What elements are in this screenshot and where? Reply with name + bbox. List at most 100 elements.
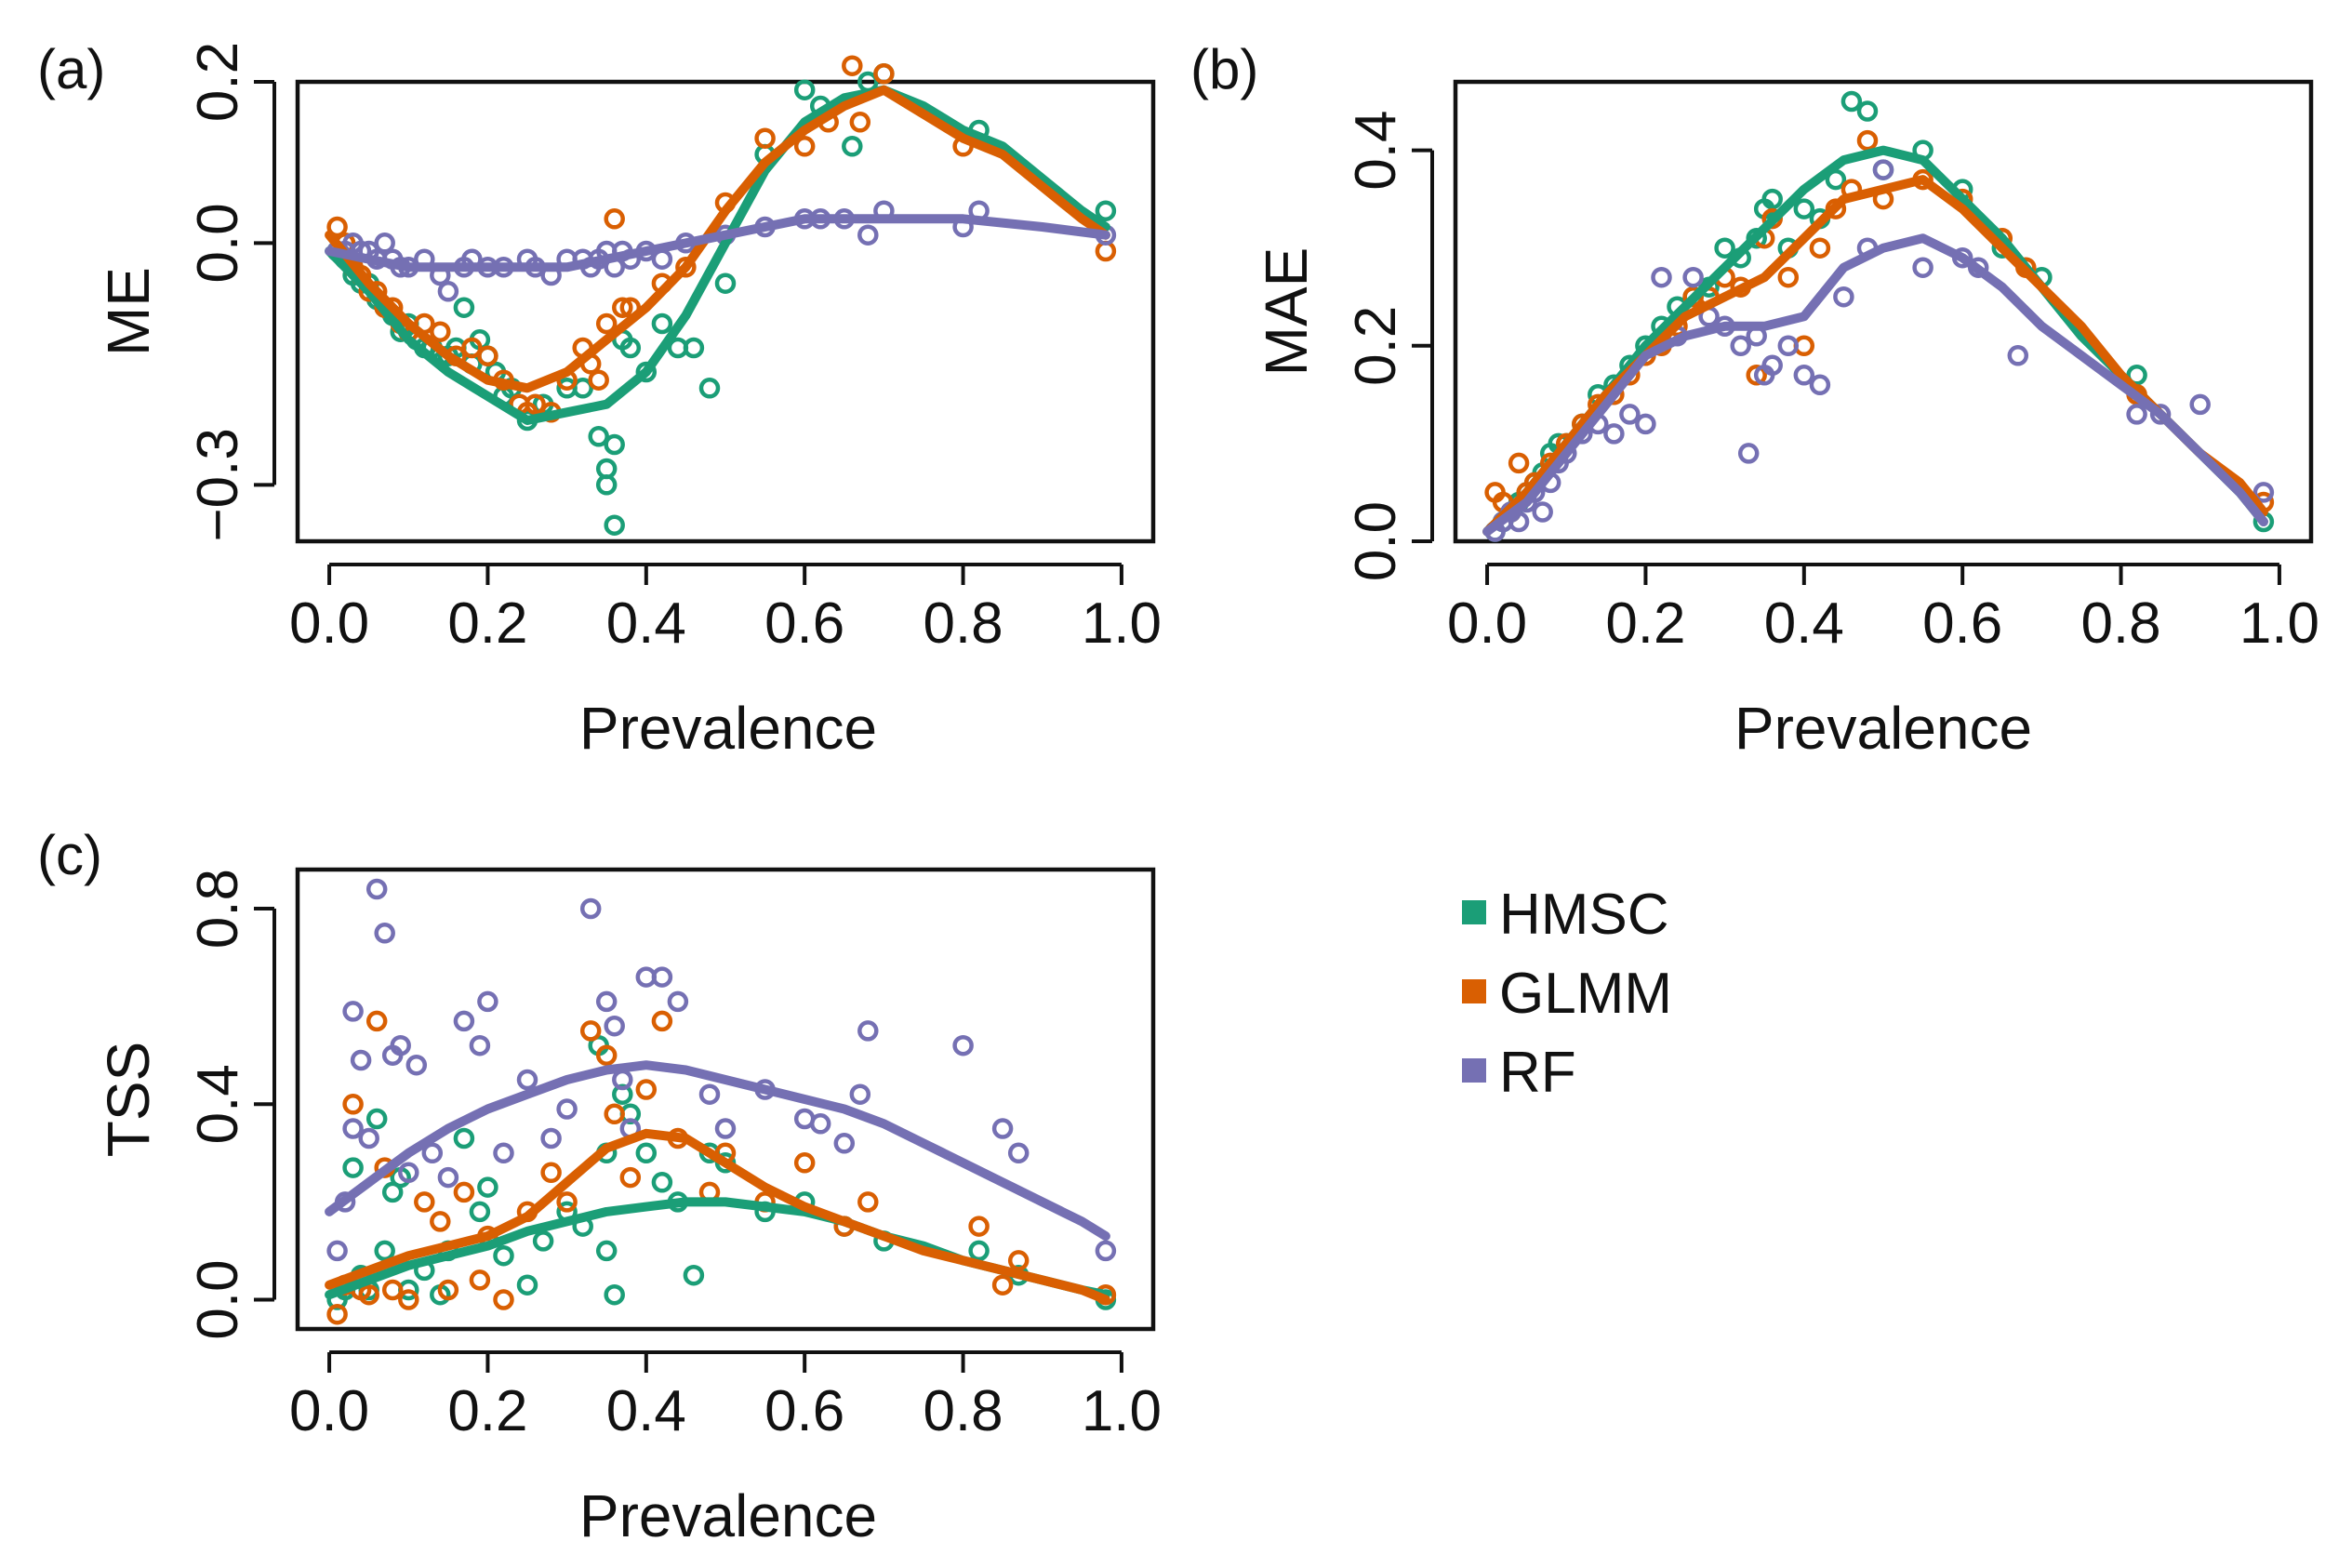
panel-b-rf-point: [1833, 286, 1854, 308]
panel-c-hmsc-point: [612, 1083, 633, 1105]
panel-a-glmm-point: [754, 127, 776, 149]
legend-item-glmm: GLMM: [1462, 962, 1672, 1026]
panel-b-hmsc-point: [1793, 198, 1815, 219]
panel-b-y-title: MAE: [1253, 247, 1320, 377]
legend: HMSC GLMM RF: [1462, 883, 1672, 1105]
panel-c-rf-point: [374, 923, 395, 944]
panel-b-glmm-point: [1746, 365, 1767, 386]
panel-c-glmm-point: [453, 1181, 475, 1203]
panel-c-glmm-point: [430, 1211, 451, 1232]
panel-a-glmm-trend-line: [325, 85, 1110, 393]
panel-a-glmm-point: [604, 208, 625, 230]
panel-a-hmsc-point: [793, 79, 816, 100]
legend-item-hmsc: HMSC: [1462, 883, 1669, 947]
panel-c-rf-point: [595, 990, 618, 1013]
panel-b-y-tick-label: 0.0: [1344, 501, 1408, 581]
panel-a-rf-point: [857, 224, 879, 246]
panel-b-x-title: Prevalence: [1734, 695, 2032, 762]
panel-a-x-tick-label: 0.8: [923, 591, 1003, 656]
panel-c-y-tick-label: 0.8: [186, 869, 250, 949]
panel-b-rf-point: [1651, 266, 1672, 288]
panel-a-y-title: ME: [95, 267, 162, 356]
panel-c-axes: 0.0 0.2 0.4 0.6 0.8 1.0 0.0 0.4 0.8: [186, 869, 1162, 1443]
panel-b-x-tick-label: 0.0: [1447, 591, 1527, 656]
panel-b-glmm-point: [1809, 237, 1831, 259]
panel-c-glmm-point: [793, 1152, 816, 1174]
panel-a-glmm-point: [612, 297, 633, 318]
panel-b-x-tick-label: 0.2: [1605, 591, 1685, 656]
panel-c-label: (c): [37, 824, 102, 886]
panel-a-hmsc-point: [572, 378, 593, 399]
panel-c-glmm-point: [635, 1079, 658, 1100]
legend-item-rf: RF: [1462, 1041, 1576, 1105]
panel-c-glmm-point: [469, 1269, 491, 1291]
panel-c-hmsc-point: [374, 1240, 395, 1262]
panel-c-rf-point: [453, 1010, 475, 1032]
panel-c-glmm-point: [326, 1303, 348, 1325]
panel-c-hmsc-point: [595, 1240, 618, 1262]
panel-b-frame: [1453, 79, 2314, 544]
panel-c-marks: [325, 878, 1117, 1325]
panel-b-rf-point: [2149, 404, 2172, 425]
panel-c-rf-point: [579, 897, 602, 920]
panel-c-glmm-point: [651, 1010, 673, 1032]
panel-a-y-tick-label: 0.0: [186, 203, 250, 283]
panel-c-rf-point: [421, 1142, 444, 1164]
panel-b-rf-point: [1619, 404, 1641, 425]
panel-c-rf-point: [469, 1034, 491, 1056]
panel-a-hmsc-point: [588, 426, 609, 447]
panel-a-x-tick-label: 0.2: [447, 591, 527, 656]
panel-b-rf-point: [2252, 482, 2275, 503]
panel-c-rf-point: [540, 1127, 562, 1149]
panel-c-rf-point: [809, 1113, 831, 1135]
panel-c-rf-point: [857, 1020, 879, 1042]
panel-c-rf-point: [342, 1001, 364, 1022]
panel-c-hmsc-point: [651, 1172, 673, 1193]
panel-a-hmsc-point: [683, 337, 705, 359]
panel-c-hmsc-point: [469, 1201, 491, 1223]
panel-a-hmsc-point: [651, 312, 673, 335]
panel-c-glmm-point: [604, 1103, 625, 1125]
panel-a-glmm-point: [477, 345, 498, 366]
panel-c-rf-point: [477, 990, 498, 1013]
panel-c-glmm-point: [595, 1044, 618, 1066]
panel-c-hmsc-point: [635, 1142, 658, 1164]
panel-a-hmsc-point: [635, 361, 658, 383]
panel-c-rf-point: [667, 990, 689, 1013]
panel-b-hmsc-point: [2126, 365, 2147, 386]
panel-c-hmsc-point: [453, 1127, 475, 1149]
legend-swatch-hmsc: [1462, 900, 1486, 924]
panel-c-rf-point: [698, 1083, 721, 1105]
panel-b-hmsc-point: [1856, 100, 1879, 122]
panel-a-hmsc-point: [842, 136, 863, 157]
panel-a-glmm-point: [461, 337, 483, 359]
panel-a-rf-point: [374, 233, 395, 254]
panel-c-hmsc-point: [968, 1240, 990, 1262]
panel-c-x-tick-label: 0.0: [289, 1379, 369, 1443]
panel-c-rf-point: [405, 1054, 428, 1076]
legend-swatch-rf: [1462, 1058, 1486, 1083]
panel-c-y-tick-label: 0.0: [186, 1259, 250, 1339]
panel-a-glmm-point: [842, 55, 863, 76]
panel-c-hmsc-point: [604, 1283, 625, 1306]
panel-c-glmm-point: [342, 1094, 364, 1115]
panel-c-glmm-point: [358, 1283, 379, 1306]
panel-c-glmm-point: [540, 1162, 562, 1184]
panel-b-rf-point: [1682, 266, 1704, 288]
panel-b-hmsc-trend-line: [1482, 145, 2268, 537]
panel-b-y-tick-label: 0.4: [1344, 110, 1408, 190]
panel-a-hmsc-trend-line: [325, 85, 1110, 425]
panel-a-hmsc-point: [604, 514, 625, 536]
panel-c-glmm-point: [414, 1191, 435, 1213]
panel-b-marks: [1482, 90, 2275, 542]
panel-a-glmm-point: [675, 257, 697, 278]
panel-c-glmm-point: [619, 1166, 642, 1189]
panel-c-hmsc-point: [365, 1108, 388, 1130]
panel-a-glmm-point: [595, 312, 618, 335]
panel-a-glmm-point: [525, 393, 546, 415]
panel-b-rf-point: [1872, 159, 1894, 180]
panel-c-y-tick-label: 0.4: [186, 1064, 250, 1144]
panel-a-glmm-point: [588, 369, 609, 391]
panel-c-rf-point: [1007, 1142, 1030, 1164]
panel-c-rf-point: [437, 1166, 459, 1189]
